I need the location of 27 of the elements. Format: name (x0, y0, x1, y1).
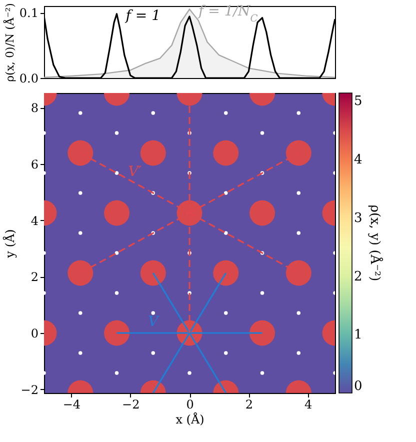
y-tick-label: 2 (30, 270, 38, 284)
color-bar-label: 5 (354, 94, 362, 110)
series-label: f = 1/N$_{C}$ (198, 3, 258, 24)
color-bar-label: 2 (354, 269, 362, 284)
y-tick-label: 0.1 (19, 6, 38, 20)
x-tick-label: −4 (62, 398, 81, 412)
color-bar-title: ρ(x, y) (Å⁻²) (367, 204, 384, 282)
x-tick-label: 0 (186, 398, 194, 412)
color-bar-label: 4 (354, 152, 362, 168)
y-axis-title: y (Å) (2, 229, 17, 259)
x-tick-label: 4 (304, 398, 312, 412)
series-label: V (148, 314, 160, 330)
series-label: f = 1 (124, 8, 160, 24)
x-axis-title: x (Å) (176, 412, 204, 426)
y-tick-label: 0.0 (19, 72, 38, 86)
y-tick-label: −2 (20, 382, 38, 397)
x-tick-label: −2 (122, 398, 140, 412)
y-tick-label: 6 (30, 157, 38, 172)
color-bar-label: 3 (354, 210, 362, 226)
series-label: V′ (128, 164, 142, 180)
y-tick-label: 0 (30, 326, 38, 340)
y-tick-label: 8 (30, 101, 38, 116)
y-tick-label: 4 (30, 214, 39, 228)
color-bar-label: 0 (354, 379, 362, 394)
y-axis-title: ρ(x, 0)/N (Å⁻²) (2, 3, 16, 82)
color-bar-label: 1 (354, 328, 362, 343)
x-tick-label: 2 (245, 398, 253, 412)
